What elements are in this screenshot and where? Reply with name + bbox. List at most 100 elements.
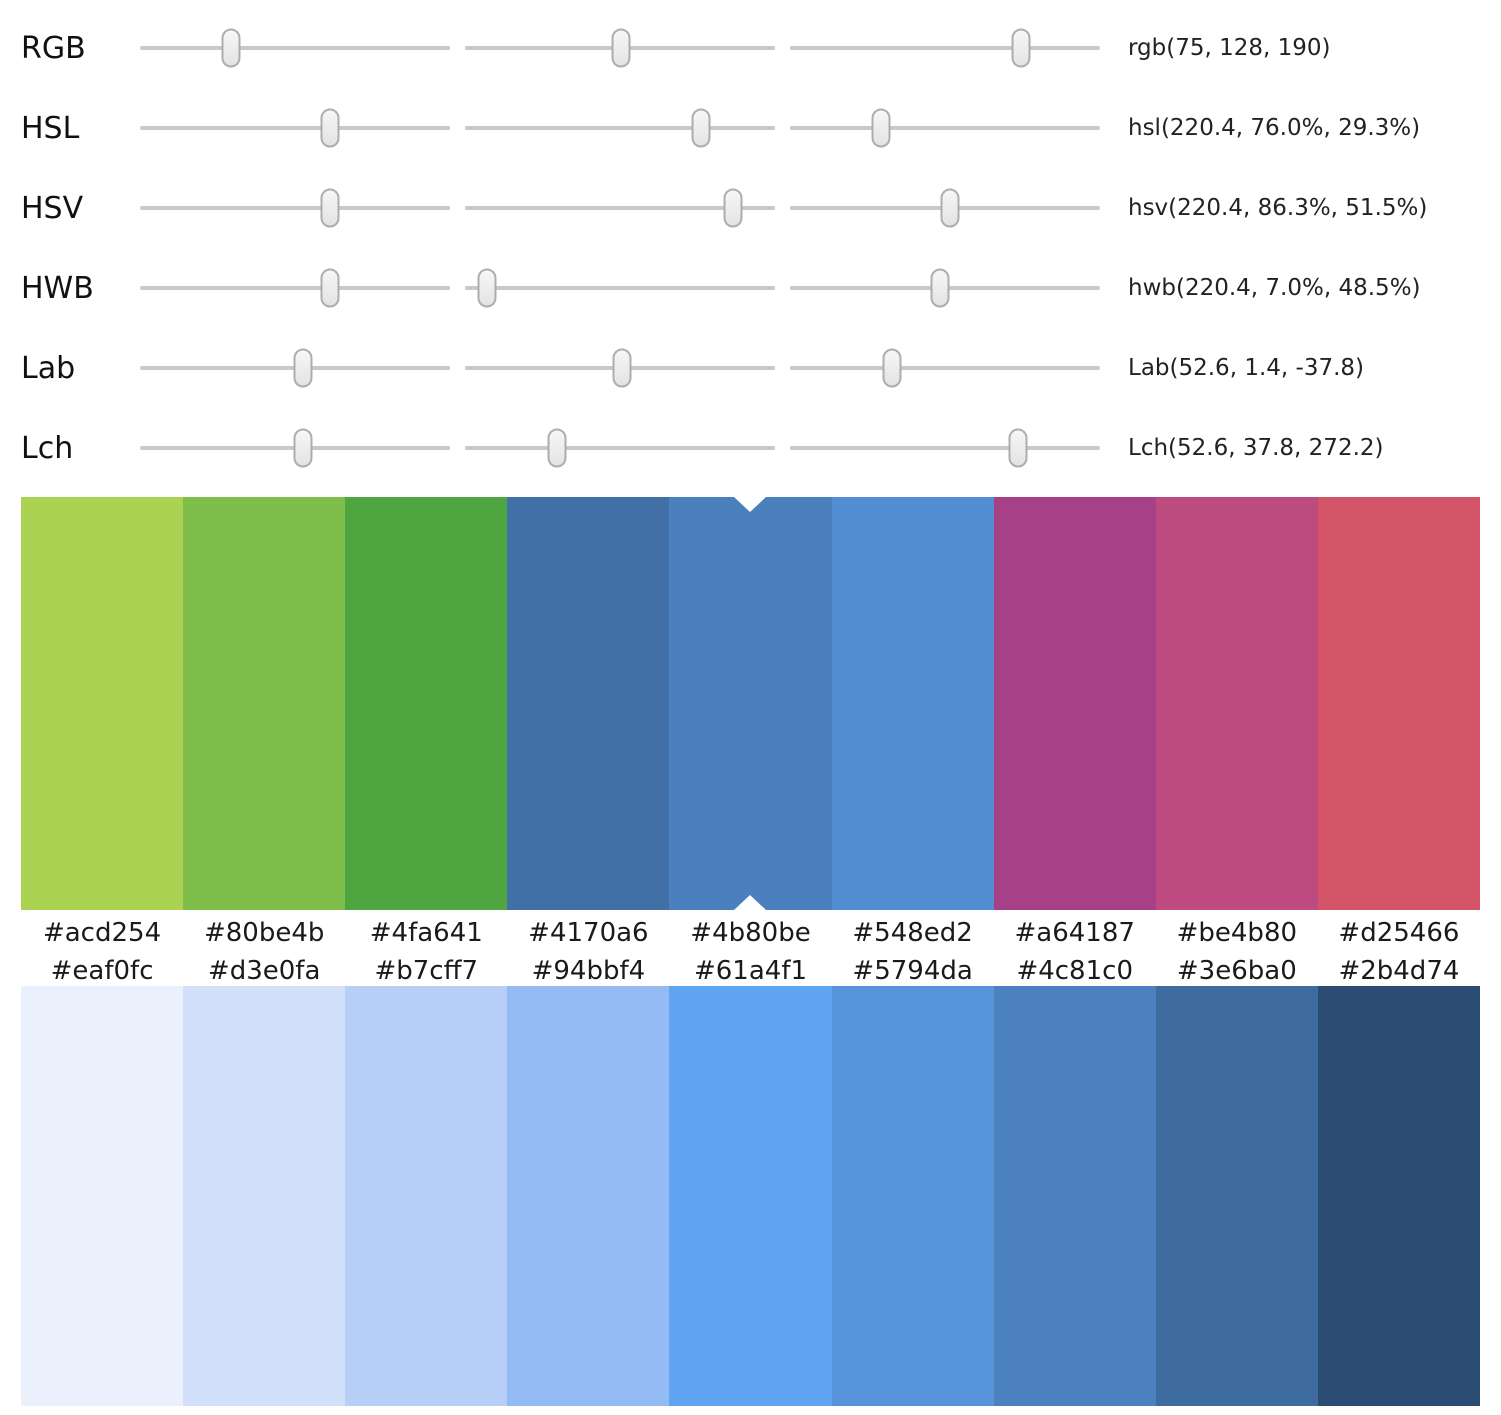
swatch-hex-label: #5794da — [852, 956, 973, 986]
swatch-hex-label: #4c81c0 — [1016, 956, 1133, 986]
color-value: Lch(52.6, 37.8, 272.2) — [1128, 435, 1384, 461]
colorspace-label: RGB — [21, 30, 86, 66]
slider-track-line — [465, 446, 775, 450]
swatch-hex-label: #61a4f1 — [693, 956, 808, 986]
slider-row-lch: Lch Lch(52.6, 37.8, 272.2) — [0, 408, 1501, 488]
swatch-hex-label: #4b80be — [690, 918, 811, 948]
colorspace-label: HSL — [21, 110, 80, 146]
slider-track-line — [790, 126, 1100, 130]
slider-track[interactable] — [790, 265, 1100, 311]
color-value: hsv(220.4, 86.3%, 51.5%) — [1128, 195, 1428, 221]
swatch-hex-label: #2b4d74 — [1338, 956, 1460, 986]
slider-track-line — [790, 46, 1100, 50]
swatch[interactable] — [1317, 986, 1480, 1406]
slider-track-line — [140, 206, 450, 210]
slider-track[interactable] — [790, 25, 1100, 71]
swatch[interactable] — [1155, 497, 1318, 910]
color-value: hwb(220.4, 7.0%, 48.5%) — [1128, 275, 1421, 301]
swatch-hex-label: #b7cff7 — [374, 956, 479, 986]
slider-row-hsl: HSL hsl(220.4, 76.0%, 29.3%) — [0, 88, 1501, 168]
slider-track[interactable] — [140, 425, 450, 471]
swatch[interactable] — [993, 986, 1156, 1406]
slider-thumb[interactable] — [723, 188, 743, 228]
slider-thumb[interactable] — [691, 108, 711, 148]
slider-track[interactable] — [465, 265, 775, 311]
swatch[interactable] — [345, 986, 508, 1406]
slider-thumb[interactable] — [293, 428, 313, 468]
swatch-hex-label: #4fa641 — [369, 918, 483, 948]
color-value: Lab(52.6, 1.4, -37.8) — [1128, 355, 1364, 381]
swatch-hex-label: #be4b80 — [1176, 918, 1298, 948]
slider-thumb[interactable] — [221, 28, 241, 68]
swatch-hex-label: #eaf0fc — [50, 956, 154, 986]
swatch[interactable] — [507, 986, 670, 1406]
slider-panel: RGB rgb(75, 128, 190) HSL hsl(220.4, 76.… — [0, 0, 1501, 488]
slider-track[interactable] — [140, 105, 450, 151]
slider-thumb[interactable] — [612, 348, 632, 388]
slider-track[interactable] — [465, 25, 775, 71]
slider-row-lab: Lab Lab(52.6, 1.4, -37.8) — [0, 328, 1501, 408]
slider-thumb[interactable] — [320, 108, 340, 148]
colorspace-label: HWB — [21, 270, 94, 306]
slider-track-line — [790, 366, 1100, 370]
slider-thumb[interactable] — [477, 268, 497, 308]
swatch[interactable] — [507, 497, 670, 910]
selection-notch-top-icon — [734, 497, 767, 512]
slider-thumb[interactable] — [930, 268, 950, 308]
swatch-hex-label: #548ed2 — [852, 918, 973, 948]
colorspace-label: Lab — [21, 350, 76, 386]
slider-thumb[interactable] — [547, 428, 567, 468]
color-value: rgb(75, 128, 190) — [1128, 35, 1331, 61]
slider-track-line — [140, 286, 450, 290]
selection-notch-bottom-icon — [734, 895, 767, 910]
slider-track[interactable] — [790, 185, 1100, 231]
slider-thumb[interactable] — [1008, 428, 1028, 468]
colorspace-label: Lch — [21, 430, 74, 466]
slider-track[interactable] — [140, 185, 450, 231]
slider-track[interactable] — [790, 425, 1100, 471]
slider-track[interactable] — [790, 345, 1100, 391]
swatch-hex-label: #94bbf4 — [531, 956, 646, 986]
slider-track[interactable] — [465, 425, 775, 471]
swatch[interactable] — [21, 986, 184, 1406]
swatch[interactable] — [183, 497, 346, 910]
slider-track[interactable] — [140, 345, 450, 391]
swatch-hex-label: #80be4b — [203, 918, 325, 948]
swatch[interactable] — [1155, 986, 1318, 1406]
slider-thumb[interactable] — [871, 108, 891, 148]
colorspace-label: HSV — [21, 190, 84, 226]
slider-thumb[interactable] — [293, 348, 313, 388]
swatch[interactable] — [831, 497, 994, 910]
slider-thumb[interactable] — [1011, 28, 1031, 68]
swatch[interactable] — [183, 986, 346, 1406]
slider-track-line — [465, 126, 775, 130]
slider-track[interactable] — [465, 345, 775, 391]
shade-hex-labels: #eaf0fc #d3e0fa #b7cff7 #94bbf4 #61a4f1 … — [21, 956, 1480, 986]
swatch[interactable] — [669, 986, 832, 1406]
slider-track-line — [465, 286, 775, 290]
slider-track-line — [465, 206, 775, 210]
swatch[interactable] — [669, 497, 832, 910]
slider-thumb[interactable] — [320, 268, 340, 308]
swatch[interactable] — [21, 497, 184, 910]
swatch[interactable] — [993, 497, 1156, 910]
slider-track-line — [140, 46, 450, 50]
swatch-hex-label: #4170a6 — [528, 918, 649, 948]
slider-track[interactable] — [465, 105, 775, 151]
slider-track[interactable] — [790, 105, 1100, 151]
swatch[interactable] — [831, 986, 994, 1406]
slider-track[interactable] — [140, 25, 450, 71]
slider-thumb[interactable] — [611, 28, 631, 68]
slider-thumb[interactable] — [940, 188, 960, 228]
slider-track-line — [140, 126, 450, 130]
shade-strip — [21, 986, 1480, 1406]
slider-thumb[interactable] — [882, 348, 902, 388]
swatch[interactable] — [1317, 497, 1480, 910]
color-value: hsl(220.4, 76.0%, 29.3%) — [1128, 115, 1421, 141]
slider-thumb[interactable] — [320, 188, 340, 228]
swatch[interactable] — [345, 497, 508, 910]
slider-row-rgb: RGB rgb(75, 128, 190) — [0, 8, 1501, 88]
slider-track[interactable] — [140, 265, 450, 311]
slider-track[interactable] — [465, 185, 775, 231]
